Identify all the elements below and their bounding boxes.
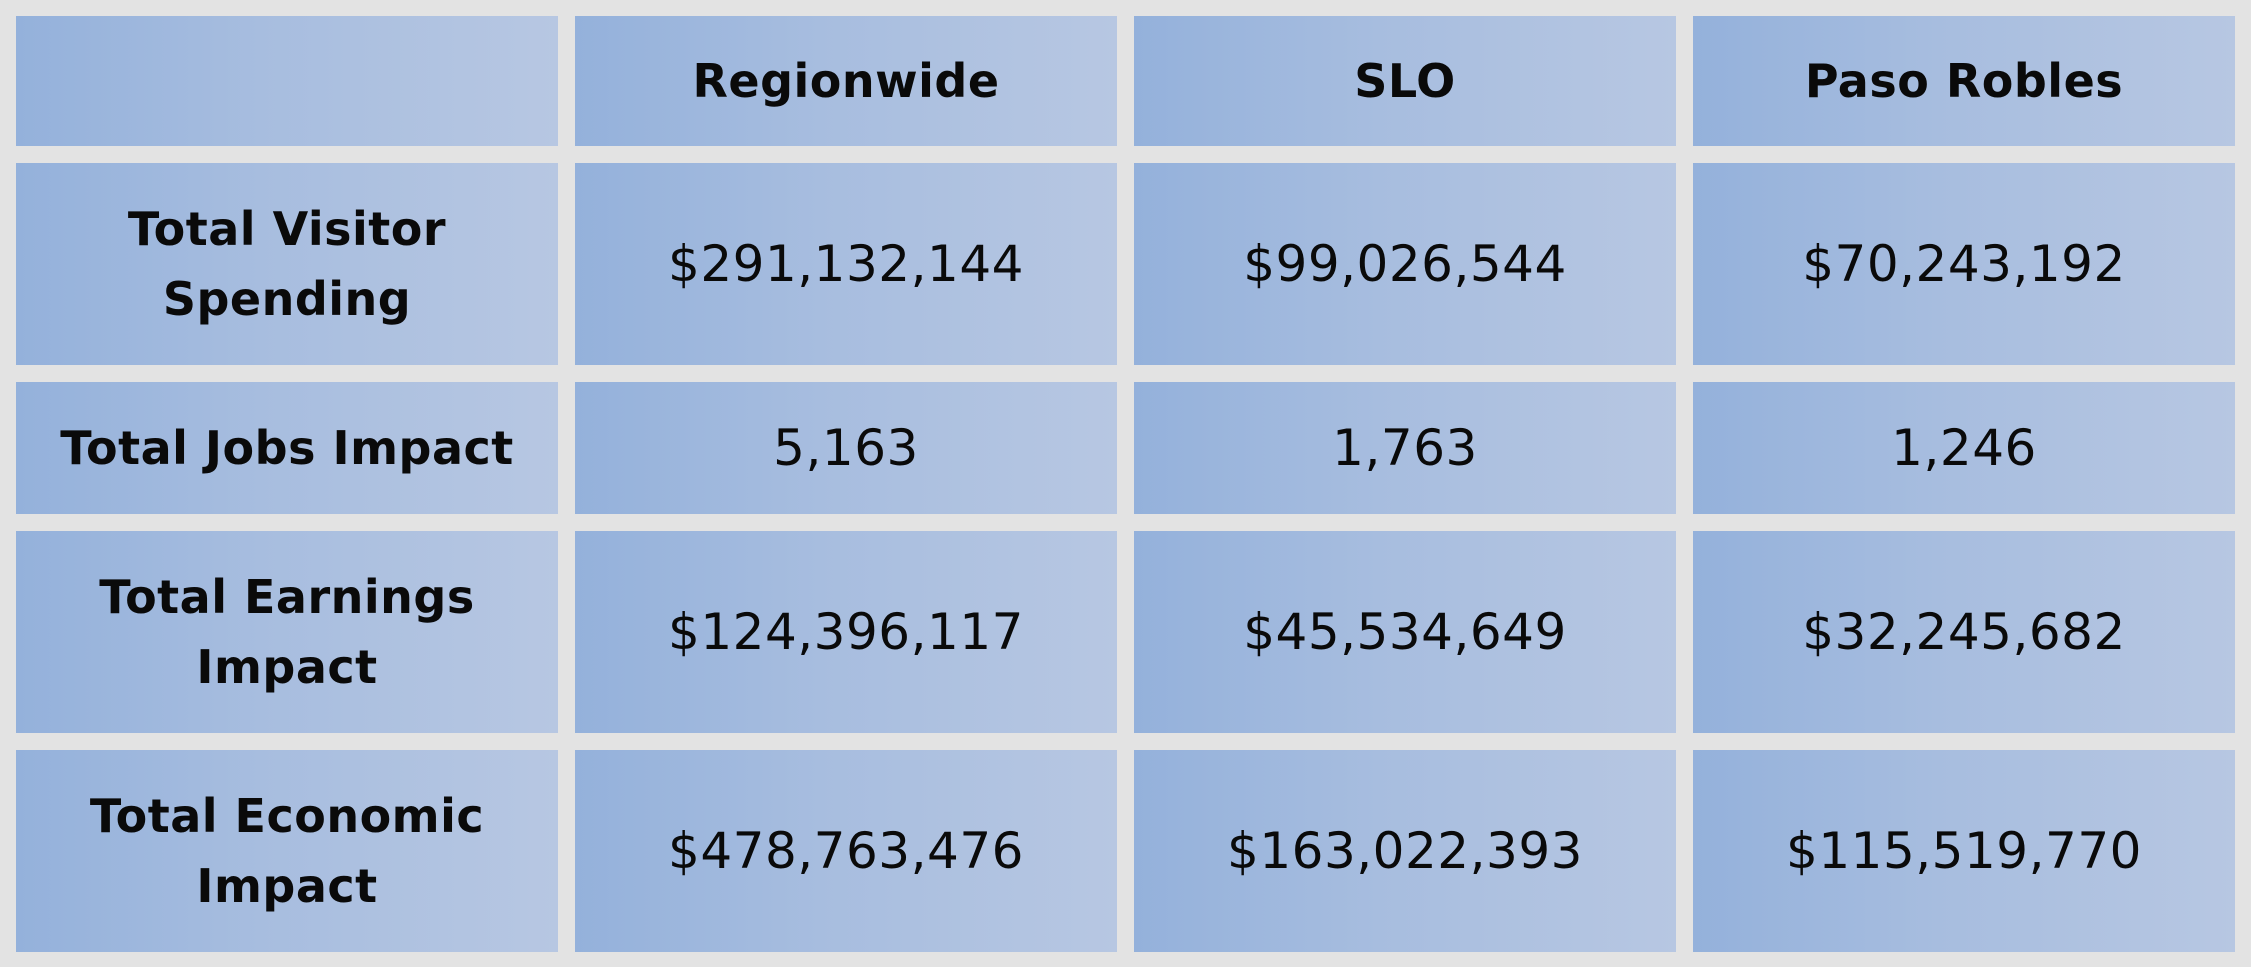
- column-header-label: SLO: [1354, 54, 1456, 108]
- table-cell: $45,534,649: [1134, 531, 1676, 733]
- cell-value: 1,763: [1332, 419, 1478, 477]
- row-header-total-jobs-impact: Total Jobs Impact: [16, 382, 558, 514]
- cell-value: $115,519,770: [1786, 822, 2142, 880]
- table-cell: $70,243,192: [1693, 163, 2235, 365]
- table-cell: $99,026,544: [1134, 163, 1676, 365]
- table-cell: 1,246: [1693, 382, 2235, 514]
- table-cell: $478,763,476: [575, 750, 1117, 952]
- row-header-label: Total Visitor Spending: [127, 202, 447, 326]
- cell-value: $163,022,393: [1227, 822, 1583, 880]
- row-header-total-visitor-spending: Total Visitor Spending: [16, 163, 558, 365]
- row-header-total-economic-impact: Total Economic Impact: [16, 750, 558, 952]
- cell-value: $32,245,682: [1802, 603, 2126, 661]
- column-header-label: Paso Robles: [1804, 54, 2124, 108]
- column-header-paso-robles: Paso Robles: [1693, 16, 2235, 146]
- cell-value: $291,132,144: [668, 235, 1024, 293]
- table-cell: 1,763: [1134, 382, 1676, 514]
- column-header-regionwide: Regionwide: [575, 16, 1117, 146]
- cell-value: $45,534,649: [1243, 603, 1567, 661]
- table-cell: $115,519,770: [1693, 750, 2235, 952]
- column-header-slo: SLO: [1134, 16, 1676, 146]
- cell-value: $124,396,117: [668, 603, 1024, 661]
- row-header-label: Total Economic Impact: [89, 789, 485, 913]
- table-cell: $163,022,393: [1134, 750, 1676, 952]
- table-cell: 5,163: [575, 382, 1117, 514]
- cell-value: $99,026,544: [1243, 235, 1567, 293]
- cell-value: 1,246: [1891, 419, 2037, 477]
- table-cell: $124,396,117: [575, 531, 1117, 733]
- cell-value: $70,243,192: [1802, 235, 2126, 293]
- table-cell: $291,132,144: [575, 163, 1117, 365]
- cell-value: 5,163: [773, 419, 919, 477]
- column-header-label: Regionwide: [692, 54, 1000, 108]
- row-header-total-earnings-impact: Total Earnings Impact: [16, 531, 558, 733]
- table-corner-cell: [16, 16, 558, 146]
- row-header-label: Total Jobs Impact: [60, 421, 514, 475]
- cell-value: $478,763,476: [668, 822, 1024, 880]
- impact-table: Regionwide SLO Paso Robles Total Visitor…: [16, 16, 2235, 952]
- table-cell: $32,245,682: [1693, 531, 2235, 733]
- row-header-label: Total Earnings Impact: [99, 570, 475, 694]
